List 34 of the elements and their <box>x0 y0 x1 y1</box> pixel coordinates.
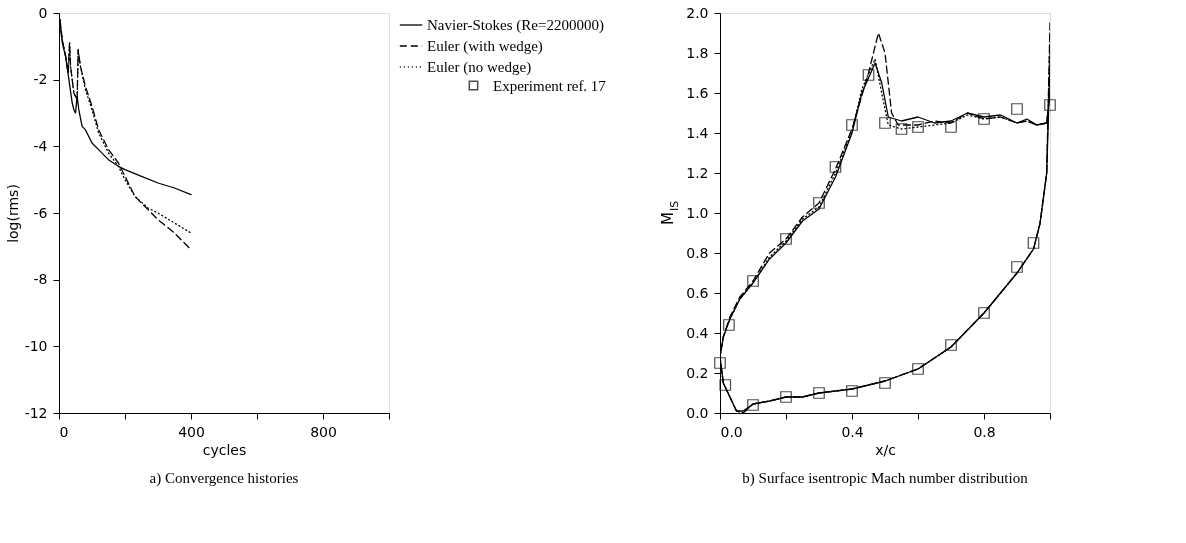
y-tick-label: 1.8 <box>686 44 709 61</box>
y-tick-label: 0.2 <box>686 364 709 381</box>
y-tick-label: 0 <box>38 4 48 21</box>
x-axis-title: x/c <box>875 441 896 458</box>
y-tick-label: 1.4 <box>686 124 709 141</box>
x-tick-label: 400 <box>178 423 205 440</box>
legend-label: Euler (with wedge) <box>427 38 543 55</box>
y-tick-label: -2 <box>33 71 48 88</box>
legend-label: Navier-Stokes (Re=2200000) <box>427 17 604 34</box>
x-tick-label: 0.4 <box>841 423 864 440</box>
y-tick-label: -8 <box>33 271 48 288</box>
y-tick-label: 1.6 <box>686 84 709 101</box>
text: b) Surface isentropic Mach number distribution <box>742 470 1029 487</box>
y-axis-title: log(rms) <box>4 184 21 243</box>
x-tick-label: 0 <box>59 423 69 440</box>
text: a) Convergence histories <box>149 470 299 487</box>
y-tick-label: 0.0 <box>686 404 709 421</box>
x-tick-label: 800 <box>310 423 337 440</box>
y-tick-label: 2.0 <box>686 4 709 21</box>
y-tick-label: 0.6 <box>686 284 709 301</box>
y-tick-label: -10 <box>24 337 48 354</box>
y-tick-label: -12 <box>24 404 48 421</box>
y-tick-label: 1.2 <box>686 164 709 181</box>
x-axis-title: cycles <box>202 441 247 458</box>
y-tick-label: -4 <box>33 137 48 154</box>
y-tick-label: 0.8 <box>686 244 709 261</box>
y-tick-label: -6 <box>33 204 48 221</box>
y-tick-label: 1.0 <box>686 204 709 221</box>
y-axis-title: MIS <box>659 200 681 225</box>
legend-label: Euler (no wedge) <box>427 59 532 76</box>
y-tick-label: 0.4 <box>686 324 709 341</box>
x-tick-label: 0.8 <box>973 423 996 440</box>
legend-label: Experiment ref. 17 <box>493 77 607 94</box>
x-tick-label: 0.0 <box>720 423 743 440</box>
